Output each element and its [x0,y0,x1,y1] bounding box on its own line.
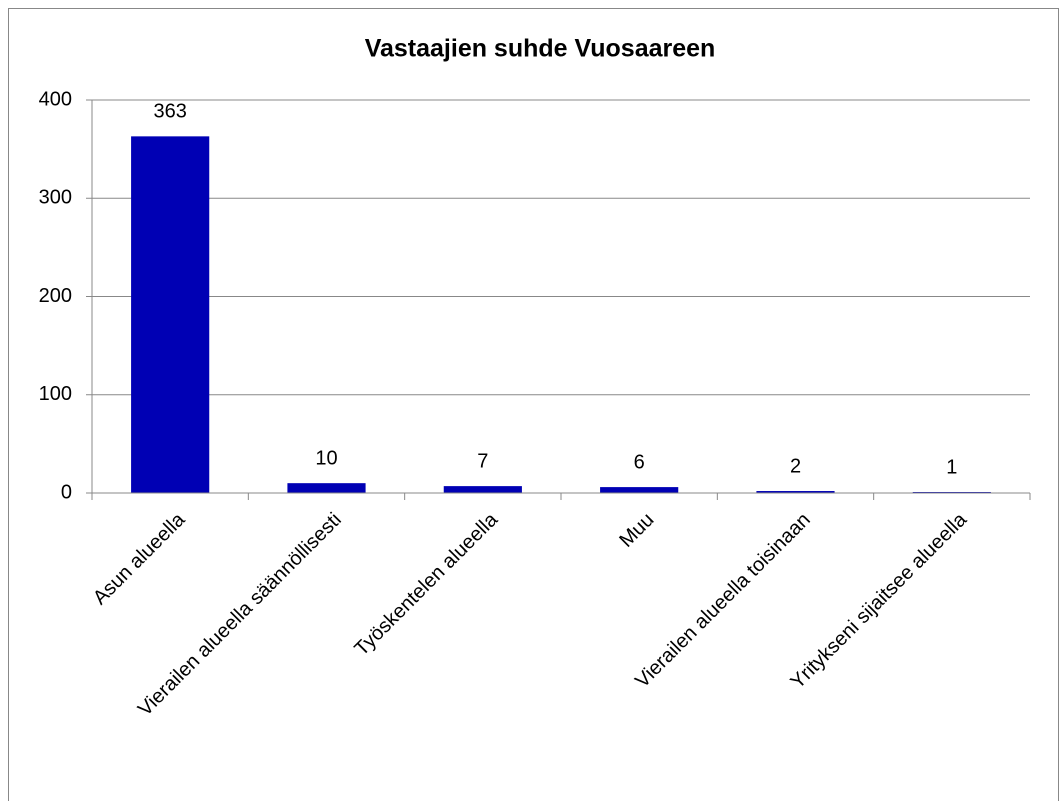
bar [131,136,210,494]
y-tick-label: 300 [39,187,72,209]
data-label: 2 [790,455,801,477]
y-tick-label: 100 [39,383,72,405]
bar [600,487,679,493]
y-tick-label: 200 [39,285,72,307]
y-tick-label: 0 [61,481,72,503]
bar [443,486,522,493]
data-label: 1 [946,456,957,478]
bar [756,491,835,493]
bar [287,483,366,493]
y-tick-label: 400 [39,88,72,110]
data-label: 7 [477,450,488,472]
chart-title: Vastaajien suhde Vuosaareen [365,35,716,63]
data-label: 363 [153,101,186,123]
data-label: 6 [634,451,645,473]
data-label: 10 [315,447,337,469]
